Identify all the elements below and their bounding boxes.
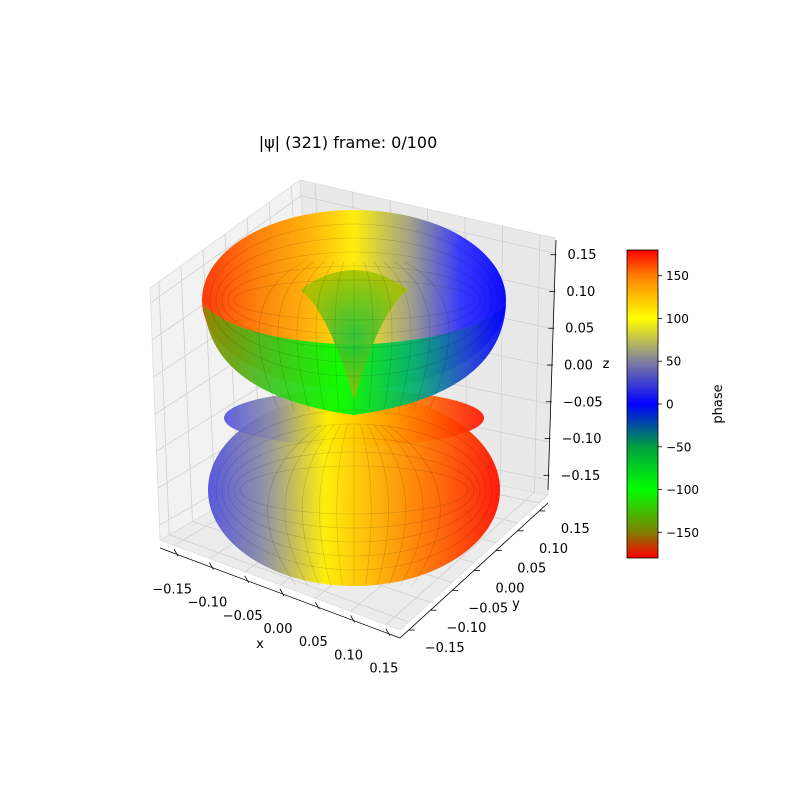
x-tick xyxy=(209,562,214,570)
colorbar-tick-label: 150 xyxy=(666,269,689,283)
z-tick-label: 0.05 xyxy=(565,322,594,337)
wire-ring xyxy=(221,423,487,557)
wire-line xyxy=(267,424,321,586)
x-tick xyxy=(173,549,179,557)
x-tick xyxy=(385,628,391,636)
x-tick xyxy=(314,602,320,610)
z-tick-label: −0.15 xyxy=(560,469,600,484)
colorbar-tick-label: −100 xyxy=(666,483,699,497)
wire-ring xyxy=(209,223,499,377)
colorbar: −150 −100 −50 0 50 100 150 phase xyxy=(626,249,726,559)
colorbar-tick-label: 50 xyxy=(666,355,681,369)
wire-line xyxy=(296,261,325,411)
colorbar-gradient xyxy=(626,249,659,559)
wire-ring xyxy=(227,265,481,335)
surface-wireframe xyxy=(209,223,499,586)
wire-ring xyxy=(233,451,475,529)
wire-ring xyxy=(221,251,487,349)
z-tick-label: −0.10 xyxy=(562,432,602,447)
z-tick-label: 0.10 xyxy=(566,285,595,300)
orbital-surface xyxy=(202,210,506,586)
z-tick-label: −0.05 xyxy=(563,395,603,410)
y-axis-label: y xyxy=(512,597,520,612)
z-axis-ticks: −0.15 −0.10 −0.05 0.00 0.05 0.10 0.15 xyxy=(543,239,603,491)
x-tick-label: −0.05 xyxy=(223,609,263,624)
x-tick-label: 0.10 xyxy=(334,648,363,663)
wire-line xyxy=(373,261,393,411)
y-grid-line xyxy=(169,534,409,623)
colorbar-tick-label: −150 xyxy=(666,526,699,540)
wire-line xyxy=(387,424,441,586)
lower-lobe xyxy=(208,394,500,586)
colorbar-tick-label: −50 xyxy=(666,440,691,454)
wire-line xyxy=(393,261,431,411)
colorbar-label: phase xyxy=(711,384,726,423)
x-tick-label: 0.05 xyxy=(299,635,328,650)
torus-hole xyxy=(300,270,408,400)
x-tick xyxy=(279,588,285,597)
x-axis-ticks: −0.15−0.10−0.050.00 0.05 0.10 0.15 xyxy=(152,547,401,677)
y-axis-line xyxy=(399,502,549,639)
colorbar-tick-label: 100 xyxy=(666,312,689,326)
wire-line xyxy=(380,424,424,586)
wire-line xyxy=(360,424,372,586)
wire-line xyxy=(373,424,407,586)
wire-ring xyxy=(227,437,481,543)
x-tick-label: −0.10 xyxy=(187,596,227,611)
z-grid-line xyxy=(150,195,302,304)
y-axis-ticks: −0.15 −0.10 −0.05 0.00 0.05 0.10 0.15 xyxy=(399,502,590,656)
wire-line xyxy=(334,261,345,411)
chart-title: |ψ| (321) frame: 0/100 xyxy=(259,133,438,152)
wire-line xyxy=(315,261,335,411)
wire-line xyxy=(319,424,342,586)
wire-ring xyxy=(233,279,475,321)
lower-lobe-top xyxy=(224,390,484,446)
colorbar-ticks: −150 −100 −50 0 50 100 150 xyxy=(658,269,699,540)
x-axis-label: x xyxy=(256,637,264,652)
wire-ring xyxy=(215,237,493,363)
x-tick-label: 0.00 xyxy=(264,622,293,637)
wire-line xyxy=(277,261,315,411)
x-tick-label: 0.15 xyxy=(369,662,398,677)
z-axis-line xyxy=(547,239,557,491)
wire-line xyxy=(301,424,335,586)
z-tick-label: 0.00 xyxy=(564,359,593,374)
y-tick-label: −0.10 xyxy=(447,621,487,636)
wire-line xyxy=(363,261,374,411)
x-axis-line xyxy=(159,547,401,639)
wire-line xyxy=(284,424,328,586)
wire-line xyxy=(258,261,305,411)
wire-ring xyxy=(239,465,469,515)
wire-line xyxy=(383,261,412,411)
x-tick xyxy=(244,575,250,583)
wire-line xyxy=(366,424,389,586)
y-tick-label: 0.10 xyxy=(539,542,568,557)
z-tick-label: 0.15 xyxy=(568,248,597,263)
wire-line xyxy=(403,261,450,411)
x-tick-label: −0.15 xyxy=(152,582,192,597)
z-axis-label: z xyxy=(603,357,610,372)
y-tick-label: 0.05 xyxy=(517,562,546,577)
y-tick-label: 0.15 xyxy=(561,522,590,537)
wire-line xyxy=(336,424,348,586)
colorbar-tick-label: 0 xyxy=(666,398,674,412)
y-tick-label: −0.05 xyxy=(468,601,508,616)
wire-ring xyxy=(215,409,493,571)
y-tick-label: −0.15 xyxy=(425,641,465,656)
y-tick-label: 0.00 xyxy=(496,582,525,597)
x-tick xyxy=(350,615,355,623)
